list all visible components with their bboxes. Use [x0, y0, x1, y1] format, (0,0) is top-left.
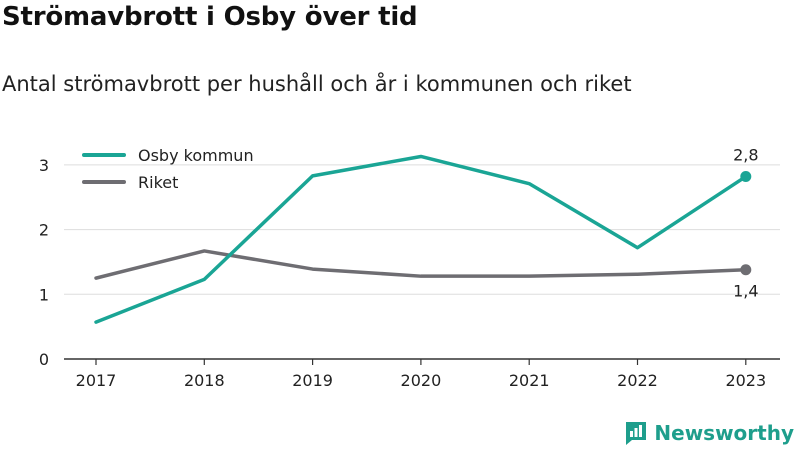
x-tick-label: 2022: [617, 371, 658, 390]
logo-text: Newsworthy: [654, 421, 794, 445]
y-tick-label: 3: [39, 156, 49, 175]
y-tick-label: 1: [39, 285, 49, 304]
x-tick-label: 2020: [401, 371, 442, 390]
y-tick-label: 2: [39, 221, 49, 240]
legend-label: Osby kommun: [138, 146, 254, 165]
end-point-marker: [740, 171, 752, 183]
x-tick-label: 2023: [725, 371, 766, 390]
newsworthy-logo: Newsworthy: [624, 420, 794, 446]
x-tick-label: 2021: [509, 371, 550, 390]
chart-subtitle: Antal strömavbrott per hushåll och år i …: [2, 72, 632, 96]
x-tick-label: 2019: [292, 371, 333, 390]
x-tick-label: 2017: [76, 371, 117, 390]
x-tick-label: 2018: [184, 371, 225, 390]
chart-title: Strömavbrott i Osby över tid: [2, 2, 418, 32]
legend-label: Riket: [138, 173, 178, 192]
y-tick-label: 0: [39, 350, 49, 369]
data-label: 2,8: [733, 146, 758, 165]
end-point-marker: [740, 264, 752, 276]
data-label: 1,4: [733, 282, 758, 301]
series-line: [94, 154, 748, 324]
chart-logo-icon: [626, 422, 647, 445]
series-line: [94, 249, 748, 280]
